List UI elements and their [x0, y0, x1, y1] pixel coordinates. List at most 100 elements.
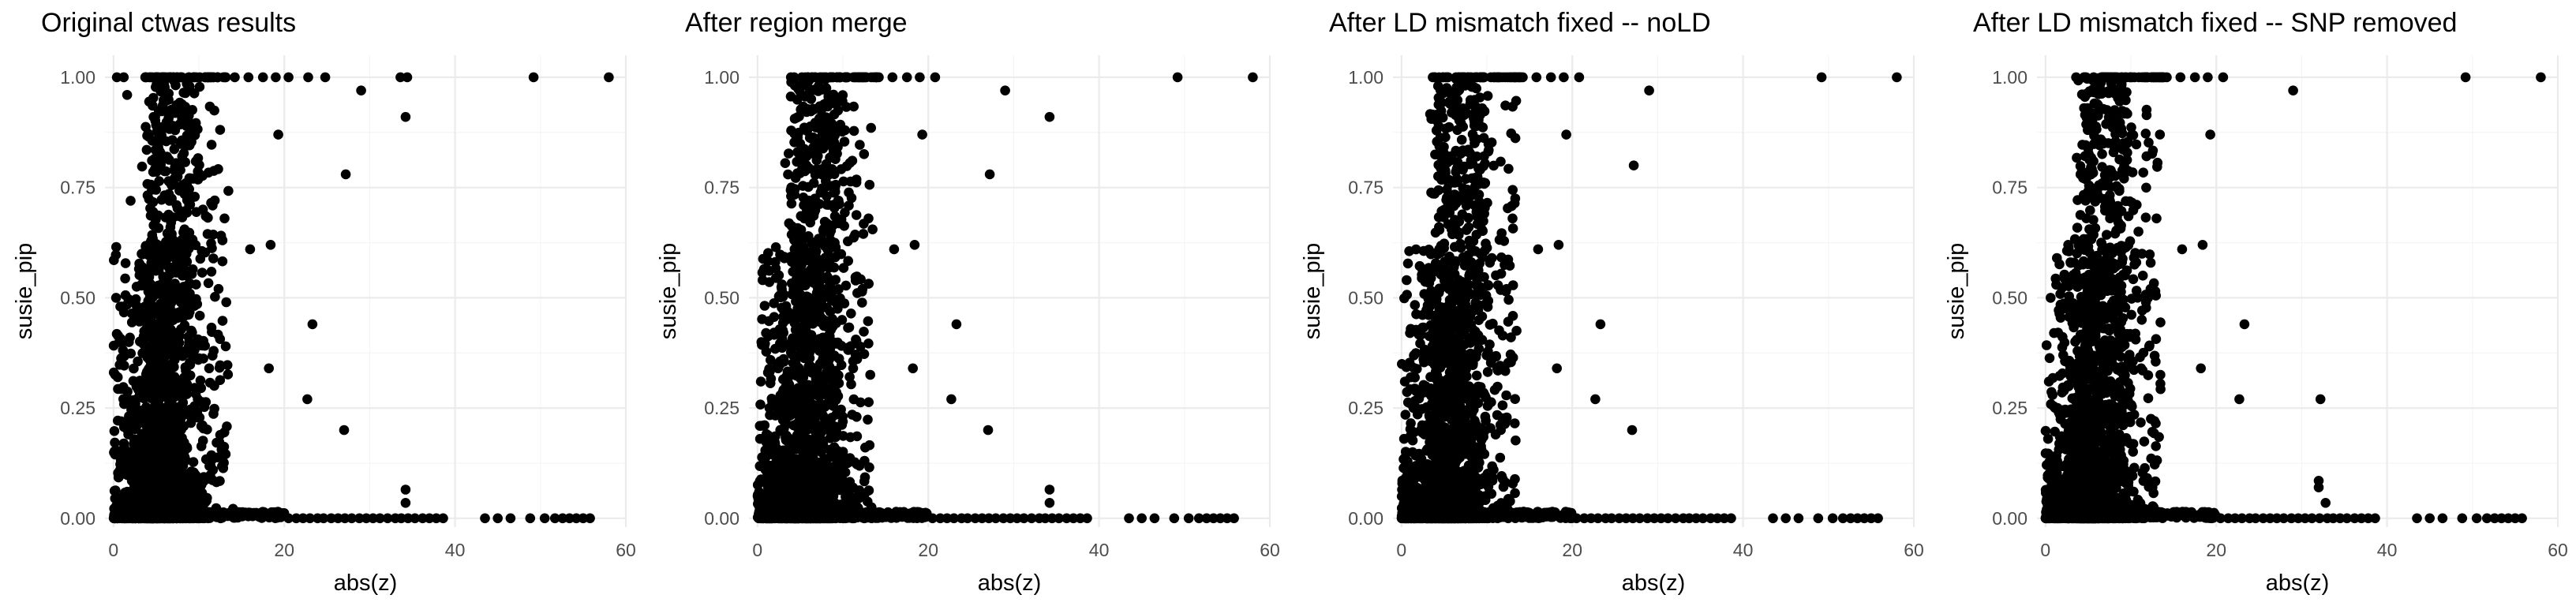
- data-point: [784, 380, 795, 391]
- data-point: [159, 447, 169, 458]
- data-point: [215, 125, 226, 135]
- data-point: [773, 270, 784, 281]
- data-point: [800, 344, 811, 355]
- data-point: [845, 511, 856, 522]
- data-point: [208, 200, 218, 211]
- data-point: [826, 276, 837, 286]
- data-point: [775, 458, 785, 469]
- data-point: [859, 349, 870, 360]
- outlier-point: [901, 72, 912, 83]
- data-point: [177, 234, 187, 245]
- data-point: [177, 99, 187, 110]
- data-point: [148, 256, 159, 267]
- outlier-point: [112, 372, 123, 383]
- outlier-point: [528, 72, 539, 83]
- data-point: [753, 513, 764, 524]
- data-point: [831, 98, 841, 109]
- outlier-point: [863, 213, 874, 224]
- data-point: [836, 214, 847, 225]
- outlier-point: [764, 402, 775, 413]
- data-point: [142, 352, 153, 363]
- data-point: [185, 417, 197, 428]
- data-point: [814, 277, 825, 287]
- data-point: [777, 469, 788, 480]
- data-point: [201, 492, 212, 503]
- data-point: [204, 167, 214, 178]
- data-point: [196, 421, 207, 432]
- data-point: [193, 153, 204, 163]
- data-point: [1183, 513, 1194, 524]
- data-point: [163, 72, 174, 83]
- outlier-point: [983, 425, 994, 436]
- data-point: [172, 171, 183, 182]
- data-point: [200, 397, 212, 407]
- data-point: [813, 458, 823, 469]
- data-point: [180, 206, 191, 216]
- data-point: [857, 297, 867, 308]
- outlier-point: [1044, 111, 1055, 122]
- data-point: [827, 395, 838, 405]
- y-tick-label: 1.00: [704, 67, 739, 88]
- data-point: [780, 158, 791, 168]
- data-point: [811, 155, 822, 166]
- outlier-point: [1044, 484, 1055, 495]
- data-point: [789, 244, 800, 255]
- data-point: [845, 341, 856, 352]
- data-point: [828, 350, 839, 361]
- data-point: [480, 513, 490, 524]
- data-point: [778, 354, 789, 365]
- data-point: [829, 511, 840, 522]
- data-point: [798, 181, 808, 191]
- data-point: [123, 429, 133, 440]
- data-point: [178, 283, 189, 294]
- outlier-point: [116, 416, 126, 427]
- data-point: [844, 372, 855, 383]
- outlier-point: [118, 72, 129, 83]
- data-point: [230, 509, 240, 519]
- data-point: [827, 142, 838, 153]
- data-point: [213, 164, 223, 174]
- outlier-point: [122, 90, 133, 100]
- data-point: [776, 391, 786, 402]
- outlier-point: [125, 196, 136, 206]
- data-point: [163, 477, 174, 488]
- data-point: [206, 322, 217, 333]
- data-point: [803, 148, 814, 159]
- data-point: [806, 199, 817, 210]
- data-point: [908, 511, 919, 522]
- data-point: [851, 210, 862, 220]
- data-point: [855, 140, 865, 150]
- data-point: [141, 144, 152, 155]
- data-point: [126, 309, 137, 319]
- data-point: [202, 229, 213, 239]
- data-point: [525, 513, 536, 524]
- data-point: [163, 95, 174, 105]
- outlier-point: [758, 275, 768, 286]
- data-point: [203, 278, 214, 289]
- data-point: [438, 513, 448, 524]
- data-point: [203, 212, 213, 223]
- data-point: [195, 253, 206, 264]
- data-point: [199, 474, 210, 485]
- data-point: [176, 425, 186, 435]
- data-point: [840, 125, 850, 136]
- data-point: [139, 326, 149, 337]
- data-point: [807, 72, 818, 83]
- data-point: [187, 105, 197, 115]
- data-point: [200, 72, 211, 83]
- outlier-point: [257, 72, 268, 83]
- data-point: [842, 458, 853, 469]
- data-point: [865, 369, 875, 380]
- data-point: [155, 391, 165, 402]
- data-point: [127, 462, 138, 472]
- data-point: [126, 476, 137, 486]
- data-point: [844, 200, 854, 211]
- outlier-point: [889, 244, 900, 255]
- data-point: [796, 211, 807, 222]
- data-point: [796, 72, 807, 83]
- data-point: [143, 129, 153, 139]
- data-point: [792, 371, 802, 381]
- data-point: [821, 421, 832, 432]
